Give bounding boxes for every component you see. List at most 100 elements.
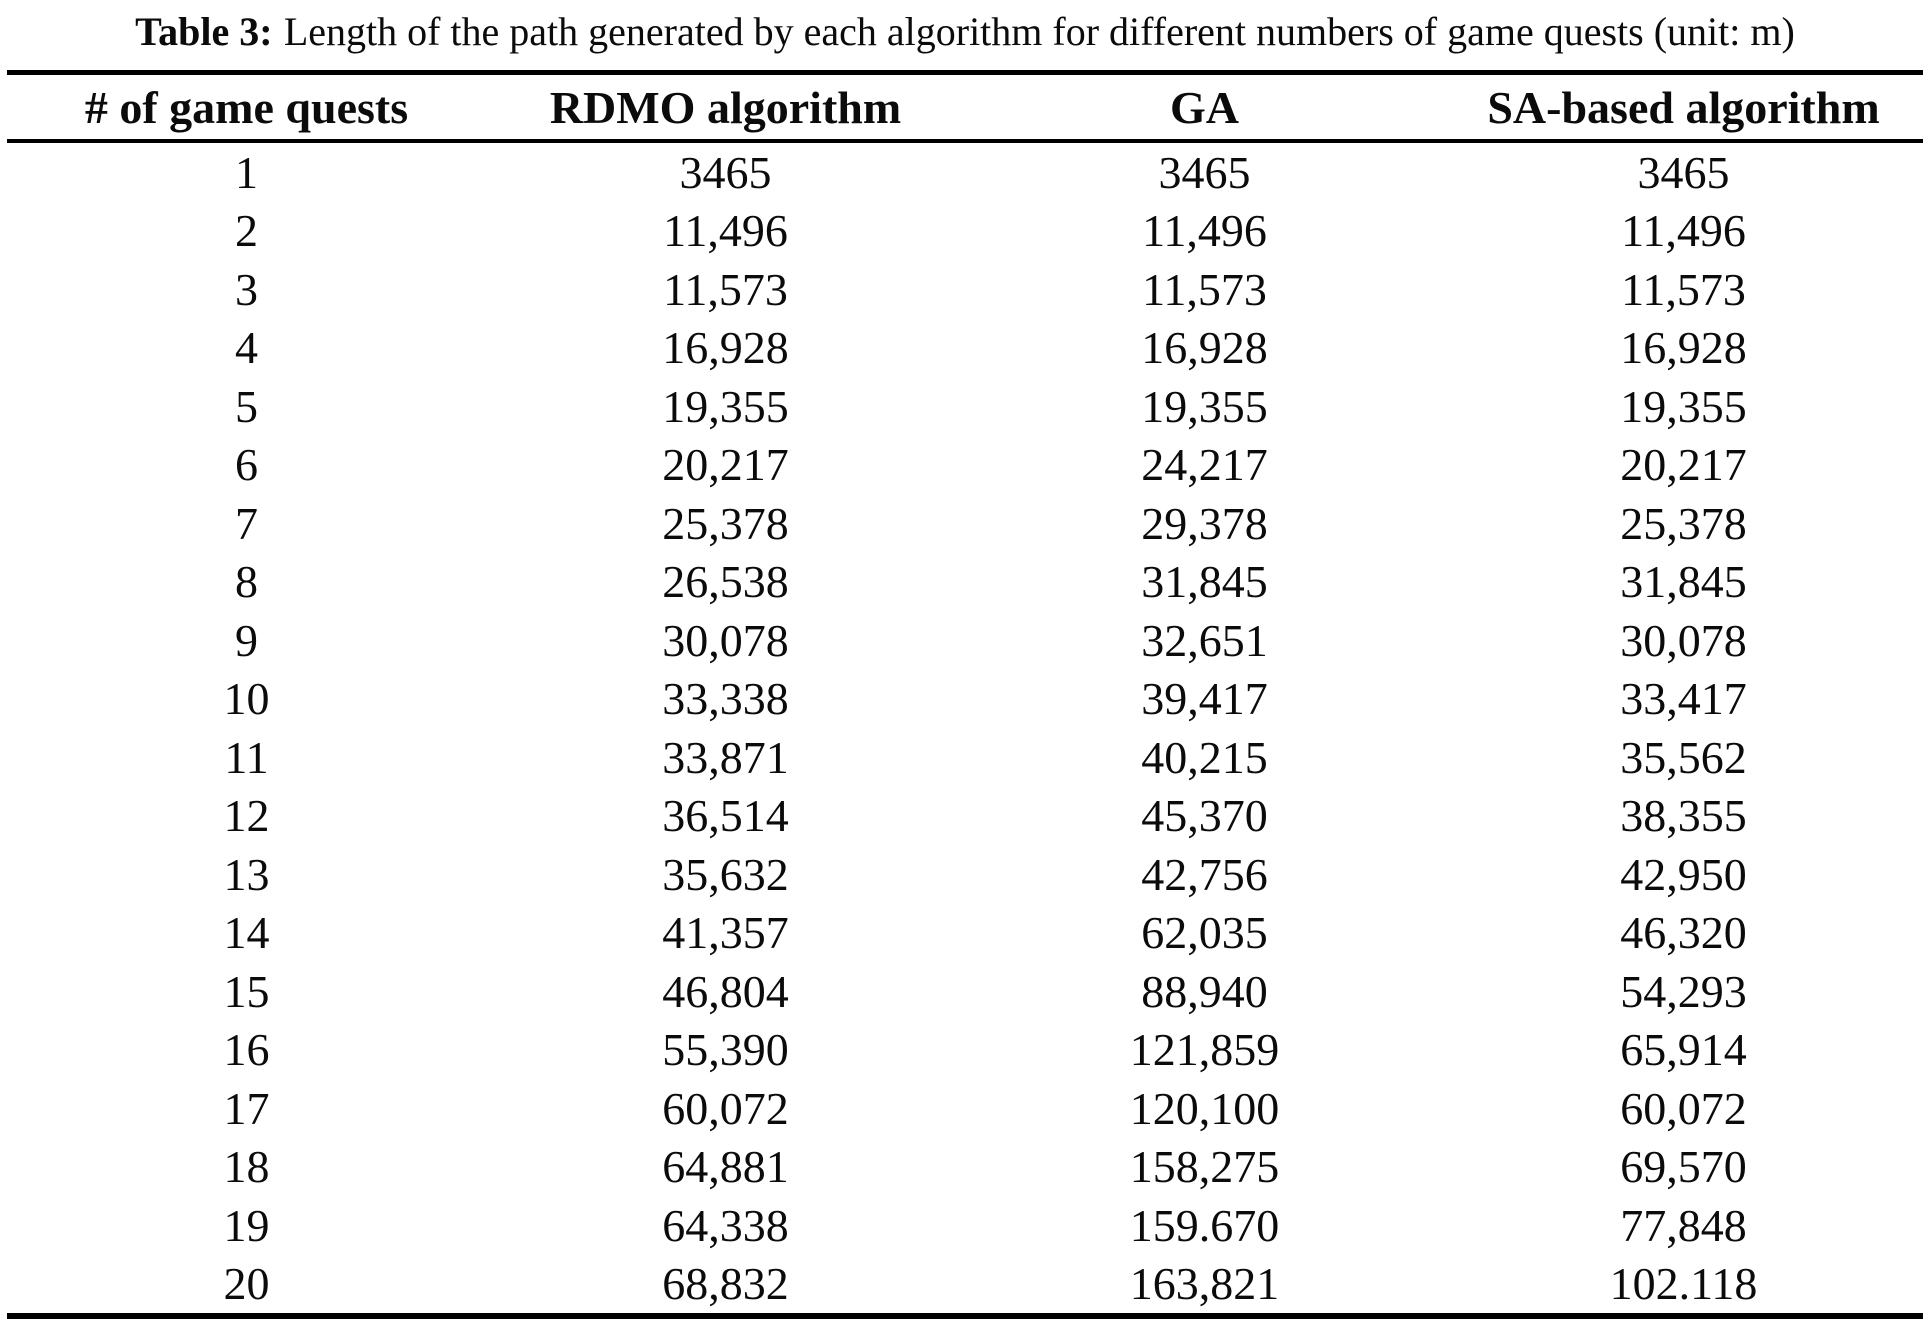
table-cell: 11,573 (663, 263, 788, 315)
table-cell: 62,035 (1141, 907, 1268, 959)
table-cell: 41,357 (662, 907, 789, 959)
table-cell: 102.118 (1609, 1258, 1758, 1310)
table-header: # of game quests RDMO algorithm GA SA-based… (7, 72, 1923, 143)
table-cell: 33,417 (1620, 673, 1747, 725)
table-cell: 20,217 (662, 439, 789, 491)
table-cell: 20 (223, 1258, 270, 1310)
table-cell: 16 (223, 1024, 270, 1076)
table-row: 3 11,573 11,573 11,573 (7, 260, 1923, 319)
table-cell: 10 (223, 673, 270, 725)
table-header-row: # of game quests RDMO algorithm GA SA-based… (7, 72, 1923, 143)
table-cell: 17 (223, 1082, 270, 1134)
table-row: 19 64,338 159.670 77,848 (7, 1196, 1923, 1255)
table-cell: 25,378 (1620, 497, 1747, 549)
table-cell: 35,562 (1620, 731, 1747, 783)
table-cell: 20,217 (1620, 439, 1747, 491)
table-cell: 60,072 (1620, 1082, 1747, 1134)
table-cell: 3465 (1637, 146, 1730, 198)
table-cell: 54,293 (1620, 965, 1747, 1017)
table-cell: 64,338 (662, 1199, 789, 1251)
table-caption-text: Length of the path generated by each alg… (283, 9, 1795, 54)
table-cell: 33,871 (662, 731, 789, 783)
column-header-sa: SA-based algorithm (1444, 72, 1923, 143)
table-cell: 88,940 (1141, 965, 1268, 1017)
table-cell: 26,538 (662, 556, 789, 608)
table-cell: 19,355 (1620, 380, 1747, 432)
table-row: 12 36,514 45,370 38,355 (7, 787, 1923, 846)
column-header-rdmo: RDMO algorithm (486, 72, 965, 143)
table-cell: 14 (223, 907, 270, 959)
column-header-game-quests: # of game quests (7, 72, 486, 143)
table-cell: 35,632 (662, 848, 789, 900)
table-cell: 39,417 (1141, 673, 1268, 725)
table-row: 9 30,078 32,651 30,078 (7, 611, 1923, 670)
table-cell: 69,570 (1620, 1141, 1747, 1193)
table-row: 13 35,632 42,756 42,950 (7, 845, 1923, 904)
table-cell: 60,072 (662, 1082, 789, 1134)
table-cell: 30,078 (662, 614, 789, 666)
table-cell: 36,514 (662, 790, 789, 842)
table-cell: 11,496 (663, 205, 788, 257)
table-cell: 163,821 (1129, 1258, 1280, 1310)
table-cell: 11,496 (1142, 205, 1267, 257)
table-cell: 9 (235, 614, 258, 666)
table-cell: 4 (235, 322, 258, 374)
table-cell: 5 (235, 380, 258, 432)
table-cell: 40,215 (1141, 731, 1268, 783)
table-cell: 19 (223, 1199, 270, 1251)
table-row: 8 26,538 31,845 31,845 (7, 553, 1923, 612)
table-cell: 24,217 (1141, 439, 1268, 491)
table-cell: 6 (235, 439, 258, 491)
table-row: 17 60,072 120,100 60,072 (7, 1079, 1923, 1138)
table-cell: 11,496 (1621, 205, 1746, 257)
table-cell: 8 (235, 556, 258, 608)
table-cell: 7 (235, 497, 258, 549)
table-cell: 3 (235, 263, 258, 315)
table-body: 1 3465 3465 3465 2 11,496 11,496 11,496 3 11,573 1… (7, 141, 1923, 1316)
table-cell: 64,881 (662, 1141, 789, 1193)
table-cell: 30,078 (1620, 614, 1747, 666)
table-cell: 29,378 (1141, 497, 1268, 549)
table-cell: 46,804 (662, 965, 789, 1017)
table-cell: 15 (223, 965, 270, 1017)
table-cell: 19,355 (662, 380, 789, 432)
table-cell: 46,320 (1620, 907, 1747, 959)
table-cell: 25,378 (662, 497, 789, 549)
table-row: 10 33,338 39,417 33,417 (7, 670, 1923, 729)
table-cell: 3465 (679, 146, 772, 198)
table-cell: 31,845 (1141, 556, 1268, 608)
table-cell: 19,355 (1141, 380, 1268, 432)
table-cell: 120,100 (1129, 1082, 1280, 1134)
column-header-ga: GA (965, 72, 1444, 143)
table-cell: 68,832 (662, 1258, 789, 1310)
table-cell: 65,914 (1620, 1024, 1747, 1076)
table-cell: 121,859 (1129, 1024, 1280, 1076)
table-cell: 159.670 (1129, 1199, 1280, 1251)
table-cell: 33,338 (662, 673, 789, 725)
path-length-table: # of game quests RDMO algorithm GA SA-based… (7, 70, 1923, 1319)
table-row: 11 33,871 40,215 35,562 (7, 728, 1923, 787)
table-cell: 1 (235, 146, 258, 198)
table-row: 4 16,928 16,928 16,928 (7, 319, 1923, 378)
table-caption: Table 3: Length of the path generated by … (0, 0, 1930, 70)
table-cell: 45,370 (1141, 790, 1268, 842)
table-caption-label: Table 3: (135, 9, 273, 54)
table-cell: 13 (223, 848, 270, 900)
table-row: 2 11,496 11,496 11,496 (7, 202, 1923, 261)
table-row: 1 3465 3465 3465 (7, 141, 1923, 202)
table-cell: 42,950 (1620, 848, 1747, 900)
table-row: 7 25,378 29,378 25,378 (7, 494, 1923, 553)
table-cell: 32,651 (1141, 614, 1268, 666)
table-cell: 16,928 (1620, 322, 1747, 374)
table-cell: 16,928 (662, 322, 789, 374)
table-cell: 11,573 (1142, 263, 1267, 315)
table-cell: 158,275 (1129, 1141, 1280, 1193)
table-row: 15 46,804 88,940 54,293 (7, 962, 1923, 1021)
table-cell: 12 (223, 790, 270, 842)
table-row: 14 41,357 62,035 46,320 (7, 904, 1923, 963)
table-row: 5 19,355 19,355 19,355 (7, 377, 1923, 436)
table-cell: 38,355 (1620, 790, 1747, 842)
table-cell: 3465 (1158, 146, 1251, 198)
table-row: 20 68,832 163,821 102.118 (7, 1255, 1923, 1317)
